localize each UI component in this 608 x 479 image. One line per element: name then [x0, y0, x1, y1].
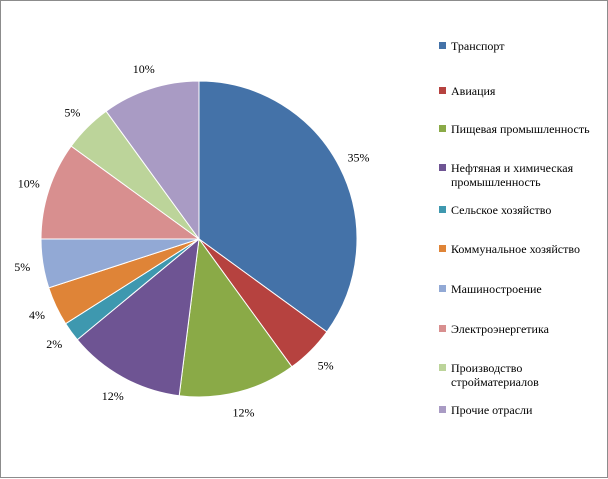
legend-item-8: Производство стройматериалов	[439, 361, 601, 389]
legend-item-4: Сельское хозяйство	[439, 203, 601, 217]
data-label-9: 10%	[133, 62, 155, 76]
legend-swatch-2	[439, 125, 446, 132]
legend-label-4: Сельское хозяйство	[451, 203, 552, 217]
legend-item-9: Прочие отрасли	[439, 403, 601, 417]
data-label-3: 12%	[102, 389, 124, 403]
data-label-2: 12%	[233, 405, 255, 419]
legend-label-3: Нефтяная и химическая промышленность	[451, 161, 574, 189]
legend-swatch-6	[439, 285, 446, 292]
legend-label-7: Электроэнергетика	[451, 322, 549, 336]
legend-swatch-4	[439, 206, 446, 213]
pie-slice-7	[40, 145, 201, 240]
data-label-7: 10%	[18, 177, 40, 191]
pie-slice-3	[76, 237, 200, 397]
legend-item-7: Электроэнергетика	[439, 322, 601, 336]
data-label-5: 4%	[29, 308, 45, 322]
legend-item-2: Пищевая промышленность	[439, 122, 601, 136]
legend-swatch-1	[439, 87, 446, 94]
pie-chart: 35% 5% 12% 12% 2% 4% 5% 10% 5% 10%	[14, 62, 370, 420]
legend-item-3: Нефтяная и химическая промышленность	[439, 161, 601, 189]
legend-label-0: Транспорт	[451, 39, 505, 53]
data-label-8: 5%	[64, 105, 80, 119]
legend-swatch-5	[439, 245, 446, 252]
data-label-6: 5%	[14, 260, 30, 274]
data-label-4: 2%	[46, 337, 62, 351]
pie-slice-9	[105, 80, 200, 241]
legend-swatch-8	[439, 364, 446, 371]
legend-item-5: Коммунальное хозяйство	[439, 242, 601, 256]
data-label-1: 5%	[318, 359, 334, 373]
legend-swatch-9	[439, 406, 446, 413]
legend-label-9: Прочие отрасли	[451, 403, 533, 417]
pie-slice-0	[198, 80, 358, 333]
legend-label-1: Авиация	[451, 84, 496, 98]
legend-label-6: Машиностроение	[451, 282, 542, 296]
legend-swatch-3	[439, 164, 446, 171]
data-label-0: 35%	[348, 151, 370, 165]
legend-swatch-0	[439, 42, 446, 49]
legend-label-8: Производство стройматериалов	[451, 361, 539, 389]
legend-swatch-7	[439, 325, 446, 332]
legend-item-0: Транспорт	[439, 39, 601, 53]
legend-label-5: Коммунальное хозяйство	[451, 242, 580, 256]
legend-label-2: Пищевая промышленность	[451, 122, 590, 136]
legend-item-1: Авиация	[439, 84, 601, 98]
pie-slice-2	[178, 237, 293, 398]
legend-item-6: Машиностроение	[439, 282, 601, 296]
